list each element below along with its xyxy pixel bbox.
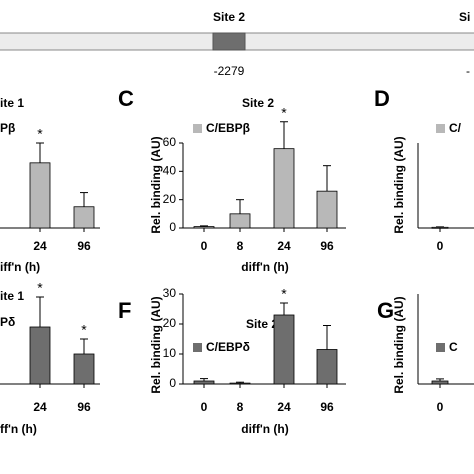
x-tick-label: 96	[77, 400, 91, 414]
x-tick-label: 24	[33, 239, 47, 253]
chart-title: ite 1	[0, 96, 24, 110]
x-axis-label: iff'n (h)	[0, 260, 40, 274]
legend-swatch	[193, 343, 202, 352]
bar	[229, 213, 251, 229]
significance-marker: *	[81, 322, 87, 338]
bar	[431, 380, 449, 385]
bar	[273, 314, 295, 385]
bar	[316, 190, 338, 229]
legend-swatch	[436, 343, 445, 352]
x-axis-label: ff'n (h)	[0, 422, 37, 436]
x-tick-label: 0	[437, 400, 444, 414]
significance-marker: *	[37, 280, 43, 296]
legend-swatch	[436, 124, 445, 133]
y-axis-label: Rel. binding (AU)	[149, 296, 163, 393]
y-tick-label: 10	[163, 346, 177, 360]
significance-marker: *	[37, 126, 43, 142]
bar	[73, 206, 95, 229]
bar	[229, 382, 251, 385]
next-site-position: -	[466, 64, 470, 78]
site-label: Site 2	[213, 10, 245, 24]
y-tick-label: 20	[163, 316, 177, 330]
x-tick-label: 96	[320, 239, 334, 253]
legend-label: C/EBPδ	[206, 340, 250, 354]
x-tick-label: 24	[277, 239, 291, 253]
bar	[193, 380, 215, 385]
x-tick-label: 96	[77, 239, 91, 253]
bar	[29, 162, 51, 229]
y-axis-label: Rel. binding (AU)	[392, 136, 406, 233]
y-axis-label: Rel. binding (AU)	[392, 296, 406, 393]
y-tick-label: 60	[163, 135, 177, 149]
significance-marker: *	[281, 104, 287, 120]
y-tick-label: 0	[169, 220, 176, 234]
legend-label: Pδ	[0, 315, 15, 329]
site-box	[212, 32, 246, 51]
chart-title: Site 2	[242, 96, 274, 110]
x-tick-label: 0	[201, 239, 208, 253]
legend-swatch	[193, 124, 202, 133]
x-tick-label: 0	[201, 400, 208, 414]
y-tick-label: 20	[163, 192, 177, 206]
x-tick-label: 8	[237, 239, 244, 253]
y-tick-label: 30	[163, 286, 177, 300]
bar	[316, 349, 338, 385]
chart-title: ite 1	[0, 289, 24, 303]
bar	[29, 326, 51, 385]
x-tick-label: 24	[277, 400, 291, 414]
y-axis-label: Rel. binding (AU)	[149, 136, 163, 233]
legend-label: C/	[449, 121, 462, 135]
chart-title: Site 2	[246, 317, 278, 331]
y-tick-label: 40	[163, 164, 177, 178]
legend-label: C/EBPβ	[206, 121, 250, 135]
bar	[73, 353, 95, 385]
significance-marker: *	[281, 286, 287, 302]
panel-label: D	[374, 86, 390, 111]
next-site-label: Si	[459, 10, 470, 24]
x-tick-label: 0	[437, 239, 444, 253]
x-axis-label: diff'n (h)	[241, 422, 289, 436]
x-tick-label: 96	[320, 400, 334, 414]
legend-label: C	[449, 340, 458, 354]
bar	[193, 226, 215, 229]
bar	[273, 148, 295, 229]
x-tick-label: 24	[33, 400, 47, 414]
y-tick-label: 0	[169, 376, 176, 390]
x-axis-label: diff'n (h)	[241, 260, 289, 274]
panel-label: C	[118, 86, 134, 111]
panel-label: G	[377, 298, 394, 323]
legend-label: Pβ	[0, 121, 15, 135]
x-tick-label: 8	[237, 400, 244, 414]
site-position: -2279	[214, 64, 245, 78]
panel-label: F	[118, 298, 131, 323]
